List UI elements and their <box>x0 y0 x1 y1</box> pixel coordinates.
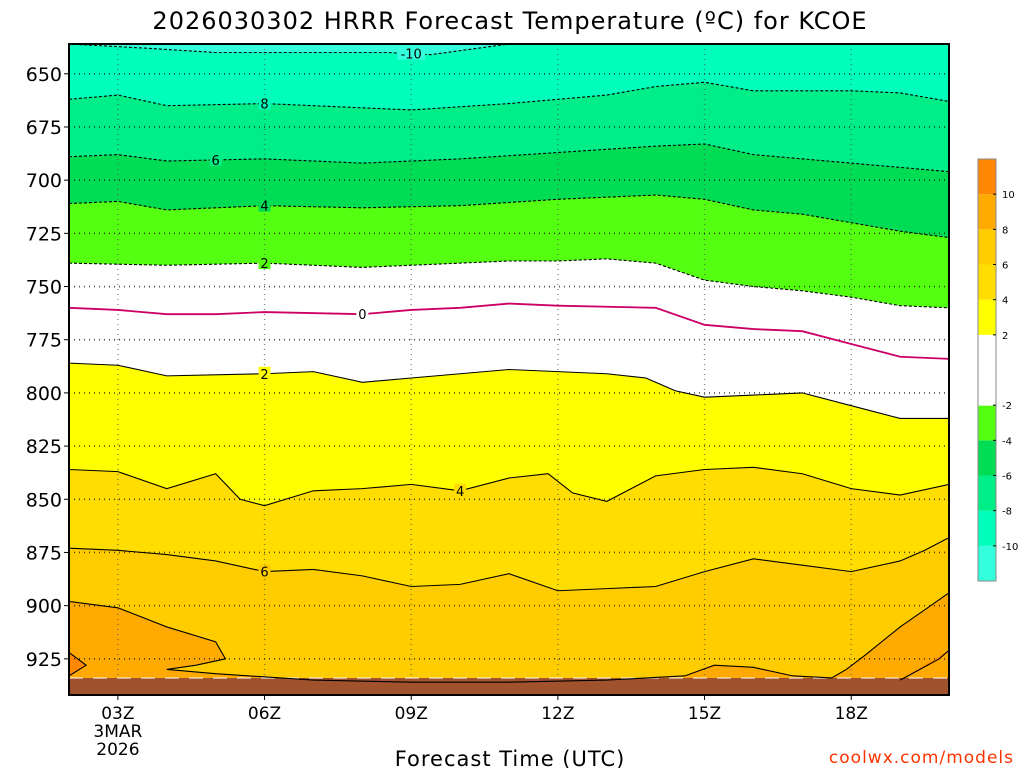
y-tick-label: 725 <box>26 223 62 245</box>
y-tick-label: 850 <box>26 489 62 511</box>
contour-line <box>69 466 949 507</box>
y-tick-label: 675 <box>26 117 62 139</box>
y-tick-label: 925 <box>26 649 62 671</box>
colorbar-label: 2 <box>1002 331 1008 342</box>
plot-frame <box>68 43 950 696</box>
y-tick-label: 650 <box>26 64 62 86</box>
contour-lines: -10 8 6 4 2 0 2 4 6 <box>69 44 949 683</box>
y-tick-label: 750 <box>26 277 62 299</box>
contour-label: 4 <box>260 200 268 215</box>
chart-title: 2026030302 HRRR Forecast Temperature (ºC… <box>152 7 867 35</box>
colorbar-label: -6 <box>1002 472 1012 483</box>
colorbar-swatch <box>978 264 996 300</box>
contour-line <box>69 194 949 239</box>
band-fill <box>69 652 87 676</box>
colorbar-label: 8 <box>1002 225 1008 236</box>
y-tick-label: 700 <box>26 170 62 192</box>
y-tick-label: 875 <box>26 542 62 564</box>
contour-line <box>69 537 949 592</box>
contour-line <box>69 258 949 309</box>
colorbar-label: -2 <box>1002 401 1012 412</box>
contour-line <box>69 44 510 56</box>
colorbar-label: -4 <box>1002 436 1012 447</box>
contour-label: 2 <box>260 368 268 383</box>
contour-line <box>69 81 949 111</box>
contour-line <box>69 652 88 677</box>
contour-label-bg <box>258 96 271 110</box>
contour-label: 2 <box>260 257 268 272</box>
contour-label-bg <box>209 152 222 166</box>
colorbar-swatch <box>978 475 996 511</box>
plot-area: -10 8 6 4 2 0 2 4 6 <box>68 43 950 696</box>
contour-line <box>69 592 949 683</box>
contour-label: 8 <box>260 98 268 113</box>
colorbar-label: 4 <box>1002 296 1008 307</box>
x-tick-label: 09Z <box>395 704 428 724</box>
colorbar-label: -8 <box>1002 507 1012 518</box>
colorbar-legend: 10 8 6 4 2 -2 -4 -6 -8 -10 <box>977 158 1018 582</box>
x-tick-date-label: 2026 <box>96 740 139 760</box>
colorbar-frame <box>977 158 997 582</box>
colorbar-swatch <box>978 194 996 230</box>
x-tick-label: 12Z <box>541 704 574 724</box>
contour-label-bg <box>258 564 271 578</box>
band-fill <box>69 537 949 695</box>
contour-label: 6 <box>260 566 268 581</box>
y-axis: 650 675 700 725 750 775 800 825 850 875 900 925 <box>26 64 69 671</box>
colorbar-label: -10 <box>1002 542 1018 553</box>
contour-label-bg <box>454 483 467 497</box>
contour-label: 0 <box>358 308 366 323</box>
band-fill <box>69 592 949 695</box>
x-tick-label: 03Z <box>101 704 134 724</box>
filled-bands: -10 8 6 4 2 0 2 4 6 <box>69 44 949 695</box>
colorbar-swatch <box>978 545 996 581</box>
colorbar-swatch <box>978 229 996 265</box>
colorbar-label: 10 <box>1002 190 1015 201</box>
y-tick-label: 800 <box>26 383 62 405</box>
ground-terrain <box>69 677 949 695</box>
contour-label-bg <box>258 198 271 212</box>
band-fill <box>900 650 949 681</box>
colorbar-swatch <box>978 159 996 195</box>
contour-label: 6 <box>212 154 220 169</box>
y-tick-label: 825 <box>26 436 62 458</box>
x-tick-label: 18Z <box>835 704 868 724</box>
colorbar-swatch <box>978 299 996 335</box>
contour-label: 4 <box>456 485 464 500</box>
credit-text: coolwx.com/models <box>829 748 1014 768</box>
x-tick-label: 15Z <box>688 704 721 724</box>
colorbar-swatch <box>978 510 996 546</box>
x-axis-label: Forecast Time (UTC) <box>395 747 626 768</box>
y-tick-label: 775 <box>26 330 62 352</box>
colorbar-swatch <box>978 405 996 441</box>
contour-line <box>899 649 949 681</box>
colorbar-swatch <box>978 440 996 476</box>
colorbar-swatch <box>977 334 997 406</box>
contour-label-bg <box>258 256 271 270</box>
contour-line <box>69 302 949 360</box>
contour-label: -10 <box>401 48 422 63</box>
x-tick-label: 06Z <box>248 704 281 724</box>
contour-label-bg <box>258 366 271 380</box>
contour-label-bg <box>397 46 426 60</box>
colorbar-label: 6 <box>1002 261 1008 272</box>
y-tick-label: 900 <box>26 596 62 618</box>
x-tick-date-label: 3MAR <box>93 722 142 742</box>
contour-label-bg <box>356 307 369 321</box>
